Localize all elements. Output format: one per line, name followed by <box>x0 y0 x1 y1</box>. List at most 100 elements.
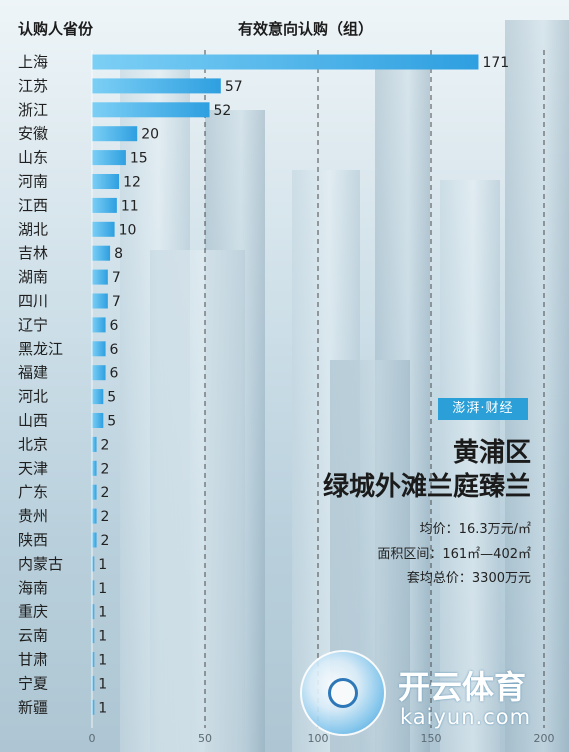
category-axis-title: 认购人省份 <box>18 20 94 38</box>
data-label: 5 <box>107 414 116 430</box>
bar <box>92 413 104 428</box>
data-label: 6 <box>110 366 119 382</box>
category-label: 陕西 <box>18 531 48 549</box>
data-label: 7 <box>112 270 121 286</box>
bar <box>92 652 95 667</box>
project-name: 绿城外滩兰庭臻兰 <box>322 472 531 502</box>
category-label: 山西 <box>18 412 48 430</box>
category-label: 江苏 <box>18 77 48 95</box>
bar <box>92 341 106 357</box>
bar <box>92 604 95 620</box>
category-label: 浙江 <box>18 101 48 119</box>
brand-logo: 澎湃·财经 <box>438 398 528 420</box>
category-label: 黑龙江 <box>18 340 63 358</box>
background-building <box>505 20 569 752</box>
x-tick-label: 100 <box>308 732 329 745</box>
district-name: 黄浦区 <box>452 438 531 468</box>
bar <box>92 102 210 118</box>
bar <box>92 532 97 548</box>
value-axis-title: 有效意向认购（组） <box>238 20 374 38</box>
data-label: 6 <box>110 318 119 334</box>
data-label: 10 <box>119 222 137 238</box>
category-label: 河南 <box>18 173 48 191</box>
bar <box>92 436 97 452</box>
bar <box>92 317 106 333</box>
average-price: 均价：16.3万元/㎡ <box>419 522 531 537</box>
category-label: 福建 <box>18 364 48 382</box>
data-label: 2 <box>101 533 110 549</box>
category-label: 云南 <box>18 627 48 645</box>
bar <box>92 556 95 572</box>
bar <box>92 484 97 500</box>
background-building <box>150 250 245 752</box>
bar <box>92 293 108 309</box>
bar <box>92 150 126 166</box>
bar <box>92 628 95 644</box>
data-label: 11 <box>121 198 139 214</box>
bar <box>92 221 115 237</box>
data-label: 1 <box>98 605 107 621</box>
data-label: 1 <box>98 700 107 716</box>
data-label: 52 <box>214 103 232 119</box>
category-label: 宁夏 <box>18 674 48 692</box>
area-range: 面积区间：161㎡—402㎡ <box>377 547 531 562</box>
bar <box>92 460 97 476</box>
bar <box>92 675 95 691</box>
x-tick-label: 200 <box>534 732 555 745</box>
bar <box>92 126 138 142</box>
category-label: 上海 <box>18 53 48 71</box>
data-label: 57 <box>225 79 243 95</box>
x-tick-label: 0 <box>89 732 96 745</box>
x-tick-label: 150 <box>421 732 442 745</box>
data-label: 8 <box>114 246 123 262</box>
category-label: 天津 <box>18 459 48 477</box>
category-label: 北京 <box>18 435 48 453</box>
data-label: 7 <box>112 294 121 310</box>
bar <box>92 269 108 285</box>
bar <box>92 580 95 596</box>
category-label: 海南 <box>18 579 48 597</box>
background-building <box>440 180 500 752</box>
data-label: 2 <box>101 509 110 525</box>
data-label: 171 <box>482 55 509 71</box>
data-label: 5 <box>107 390 116 406</box>
data-label: 1 <box>98 653 107 669</box>
x-tick-label: 50 <box>198 732 212 745</box>
watermark-domain: kaiyun.com <box>400 705 532 729</box>
category-label: 湖北 <box>18 220 48 238</box>
category-label: 贵州 <box>18 507 48 525</box>
total-price: 套均总价：3300万元 <box>406 571 531 586</box>
category-label: 安徽 <box>18 125 48 143</box>
category-label: 江西 <box>18 196 48 214</box>
bar <box>92 389 104 405</box>
category-label: 山东 <box>18 149 48 167</box>
bar <box>92 245 111 261</box>
data-label: 1 <box>98 557 107 573</box>
category-label: 内蒙古 <box>18 555 63 573</box>
data-label: 2 <box>101 485 110 501</box>
bar <box>92 365 106 381</box>
category-label: 辽宁 <box>18 316 48 334</box>
data-label: 6 <box>110 342 119 358</box>
category-label: 河北 <box>18 388 48 406</box>
data-label: 15 <box>130 151 148 167</box>
category-label: 吉林 <box>18 244 48 262</box>
category-label: 湖南 <box>18 268 48 286</box>
watermark-name: 开云体育 <box>398 668 527 706</box>
data-label: 12 <box>123 175 141 191</box>
watermark-logo-icon <box>300 650 386 736</box>
bar <box>92 174 120 189</box>
data-label: 2 <box>101 437 110 453</box>
data-label: 1 <box>98 676 107 692</box>
bar <box>92 54 479 70</box>
data-label: 1 <box>98 581 107 597</box>
bar <box>92 78 221 94</box>
data-label: 1 <box>98 629 107 645</box>
data-label: 2 <box>101 461 110 477</box>
bar <box>92 699 95 715</box>
category-label: 重庆 <box>18 603 48 621</box>
category-label: 新疆 <box>18 698 48 716</box>
category-label: 甘肃 <box>18 651 48 669</box>
